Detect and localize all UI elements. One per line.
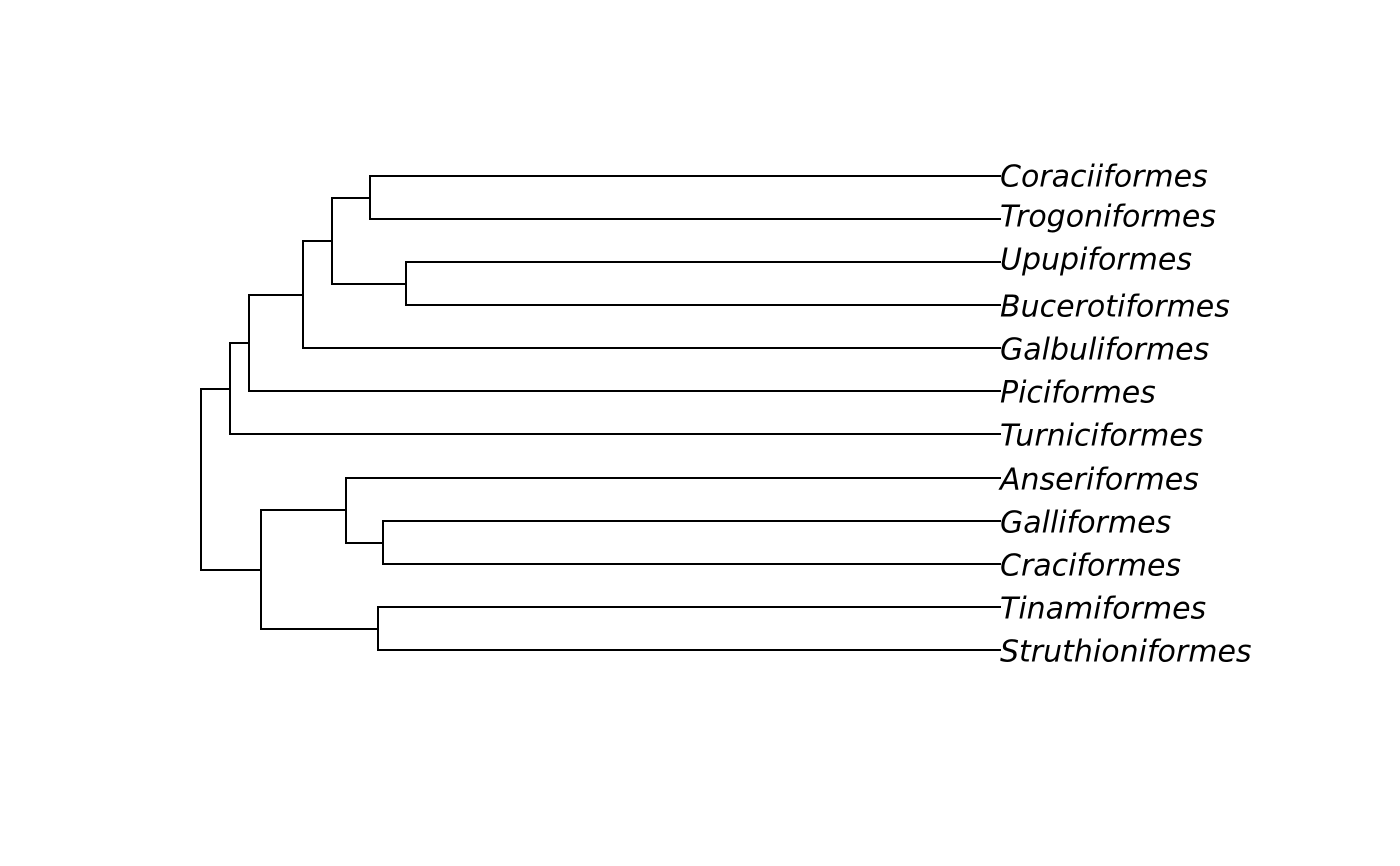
- tip-label: Craciformes: [1000, 549, 1181, 584]
- tip-label: Struthioniformes: [1000, 635, 1252, 670]
- tip-label: Galbuliformes: [1000, 333, 1209, 368]
- tip-label: Upupiformes: [1000, 243, 1192, 278]
- tip-label: Galliformes: [1000, 506, 1171, 541]
- tip-labels: Coraciiformes Trogoniformes Upupiformes …: [998, 160, 1252, 670]
- tip-label: Trogoniformes: [1000, 200, 1216, 235]
- tree-branches: [200, 175, 1001, 651]
- tip-label: Tinamiformes: [1000, 592, 1206, 627]
- tip-label: Turniciformes: [1000, 419, 1203, 454]
- tip-label: Anseriformes: [998, 463, 1199, 498]
- tip-label: Bucerotiformes: [1000, 290, 1230, 325]
- tip-label: Coraciiformes: [1000, 160, 1208, 195]
- tip-label: Piciformes: [1000, 376, 1156, 411]
